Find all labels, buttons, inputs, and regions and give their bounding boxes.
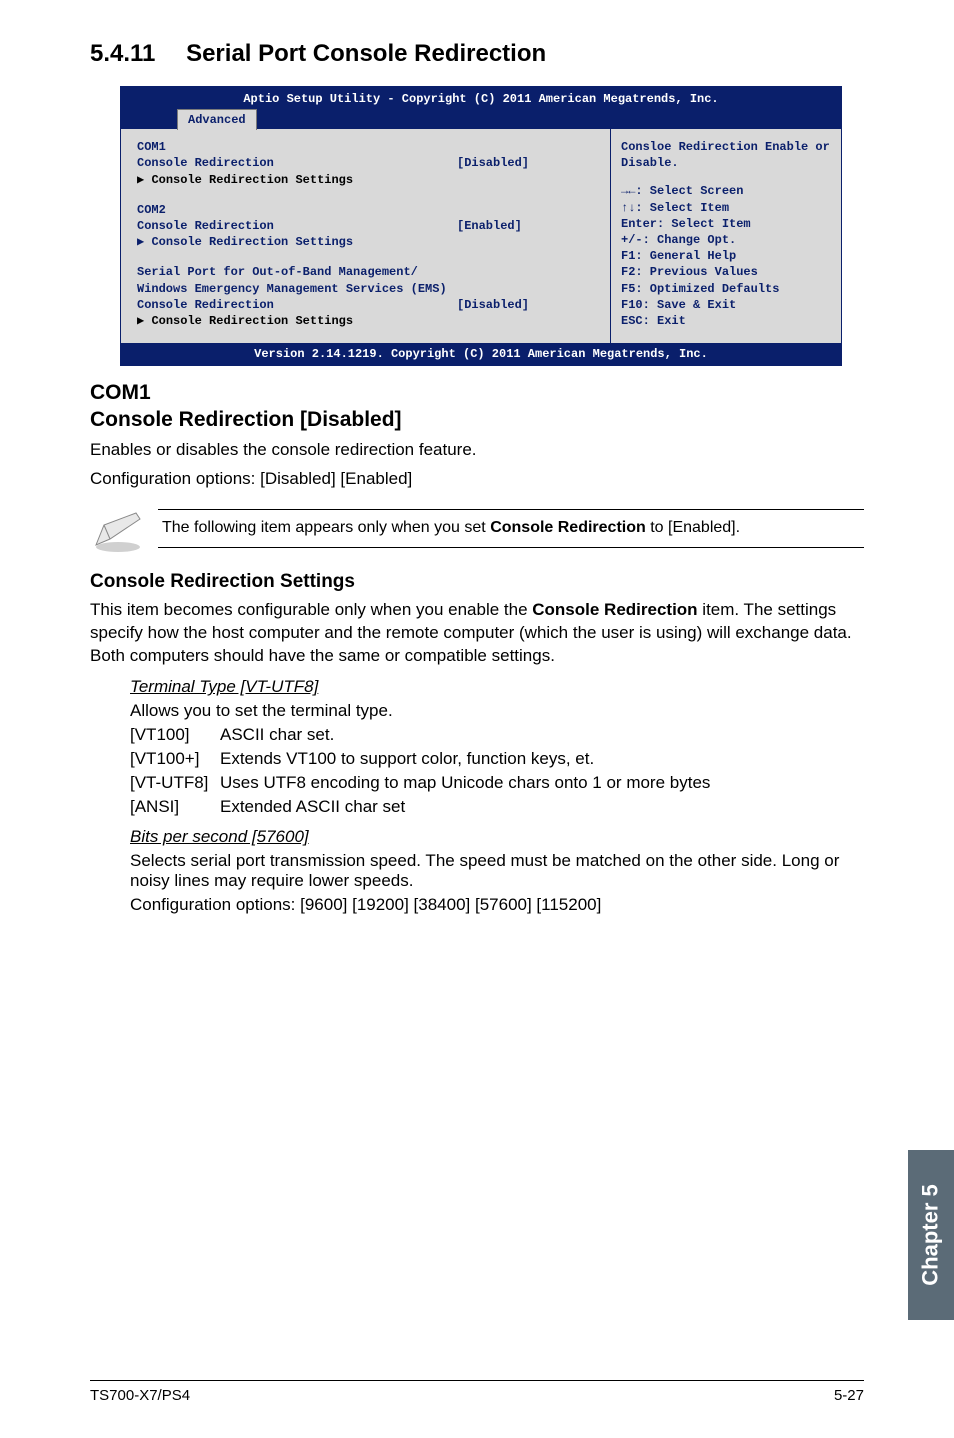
bios-nav-l3: Enter: Select Item <box>621 216 831 232</box>
bios-nav-l8: F10: Save & Exit <box>621 297 831 313</box>
bios-oob-line1: Serial Port for Out-of-Band Management/ <box>137 264 602 280</box>
bios-screenshot: Aptio Setup Utility - Copyright (C) 2011… <box>120 86 842 366</box>
bios-tab-advanced: Advanced <box>177 109 257 130</box>
com1-desc-l2: Configuration options: [Disabled] [Enabl… <box>90 468 864 491</box>
bios-nav-keys: →←: Select Screen ↑↓: Select Item Enter:… <box>621 183 831 329</box>
tt-r3k: [VT-UTF8] <box>130 773 220 793</box>
bios-nav-l4: +/-: Change Opt. <box>621 232 831 248</box>
note-bold: Console Redirection <box>490 519 646 536</box>
section-number: 5.4.11 <box>90 40 155 67</box>
chapter-side-tab: Chapter 5 <box>908 1150 954 1320</box>
terminal-type-name: Terminal Type [VT-UTF8] <box>130 677 864 697</box>
bios-com1-redir-value: [Disabled] <box>457 155 529 171</box>
section-heading: 5.4.11 Serial Port Console Redirection <box>90 40 864 68</box>
bios-header: Aptio Setup Utility - Copyright (C) 2011… <box>121 87 841 129</box>
footer-left: TS700-X7/PS4 <box>90 1387 190 1404</box>
chapter-side-tab-text: Chapter 5 <box>918 1184 944 1285</box>
bios-nav-l1: →←: Select Screen <box>621 183 831 199</box>
bios-nav-l5: F1: General Help <box>621 248 831 264</box>
bios-oob-redir-label: Console Redirection <box>137 297 457 313</box>
bios-com1-settings: Console Redirection Settings <box>151 173 353 187</box>
bios-right-pane: Consloe Redirection Enable or Disable. →… <box>611 129 841 343</box>
crs-desc: This item becomes configurable only when… <box>90 599 864 668</box>
bios-oob-settings: Console Redirection Settings <box>151 314 353 328</box>
bps-l2: Configuration options: [9600] [19200] [3… <box>130 895 864 915</box>
bios-com2-redir-value: [Enabled] <box>457 218 522 234</box>
terminal-type-table: [VT100]ASCII char set. [VT100+]Extends V… <box>130 725 864 817</box>
tt-r3v: Uses UTF8 encoding to map Unicode chars … <box>220 773 710 793</box>
bps-name: Bits per second [57600] <box>130 827 864 847</box>
tt-r4k: [ANSI] <box>130 797 220 817</box>
terminal-type-desc: Allows you to set the terminal type. <box>130 701 864 721</box>
bios-oob-line2: Windows Emergency Management Services (E… <box>137 281 602 297</box>
bios-com2-redir-label: Console Redirection <box>137 218 457 234</box>
tt-r1k: [VT100] <box>130 725 220 745</box>
page-footer: TS700-X7/PS4 5-27 <box>90 1380 864 1404</box>
crs-heading: Console Redirection Settings <box>90 571 864 593</box>
crs-desc-a: This item becomes configurable only when… <box>90 600 532 619</box>
bios-com1-name: COM1 <box>137 139 602 155</box>
tt-r4v: Extended ASCII char set <box>220 797 405 817</box>
bios-nav-l6: F2: Previous Values <box>621 264 831 280</box>
tt-r2v: Extends VT100 to support color, function… <box>220 749 594 769</box>
bios-footer: Version 2.14.1219. Copyright (C) 2011 Am… <box>121 343 841 365</box>
bios-com2-settings: Console Redirection Settings <box>151 235 353 249</box>
tt-r2k: [VT100+] <box>130 749 220 769</box>
bios-com2-name: COM2 <box>137 202 602 218</box>
section-title-text: Serial Port Console Redirection <box>186 40 546 67</box>
tt-r1v: ASCII char set. <box>220 725 334 745</box>
bios-header-text: Aptio Setup Utility - Copyright (C) 2011… <box>121 89 841 109</box>
note-box: The following item appears only when you… <box>90 505 864 553</box>
bios-com1-redir-label: Console Redirection <box>137 155 457 171</box>
pencil-icon <box>90 505 146 553</box>
com1-heading-l1: COM1 <box>90 381 151 404</box>
com1-desc-l1: Enables or disables the console redirect… <box>90 439 864 462</box>
crs-desc-bold: Console Redirection <box>532 600 697 619</box>
bios-nav-l7: F5: Optimized Defaults <box>621 281 831 297</box>
note-prefix: The following item appears only when you… <box>162 519 490 536</box>
note-text: The following item appears only when you… <box>158 509 864 548</box>
com1-heading-l2: Console Redirection [Disabled] <box>90 408 402 431</box>
com1-heading: COM1 Console Redirection [Disabled] <box>90 380 864 433</box>
bios-help-text: Consloe Redirection Enable or Disable. <box>621 139 831 171</box>
bps-l1: Selects serial port transmission speed. … <box>130 851 864 891</box>
bios-nav-l2: ↑↓: Select Item <box>621 200 831 216</box>
bios-nav-l9: ESC: Exit <box>621 313 831 329</box>
footer-right: 5-27 <box>834 1387 864 1404</box>
bios-oob-redir-value: [Disabled] <box>457 297 529 313</box>
bios-left-pane: COM1 Console Redirection [Disabled] ▶ Co… <box>121 129 611 343</box>
note-suffix: to [Enabled]. <box>646 519 740 536</box>
